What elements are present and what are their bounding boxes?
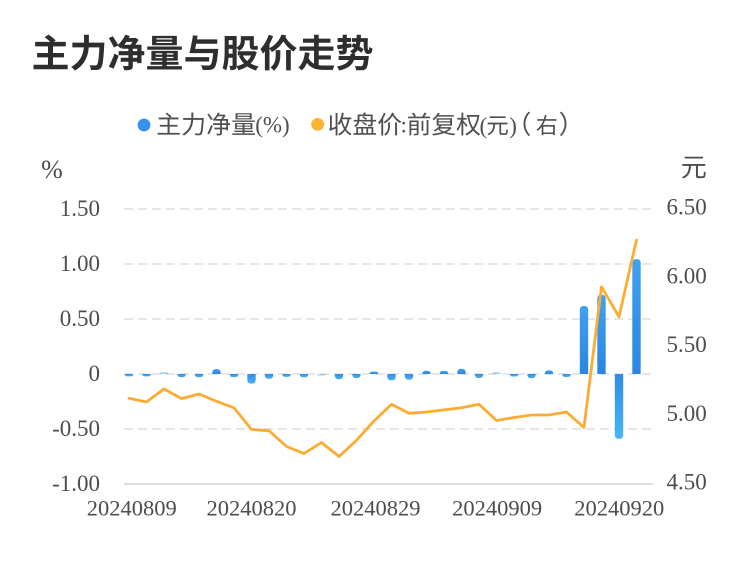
svg-text:1.50: 1.50 <box>60 196 100 221</box>
svg-text:0: 0 <box>89 361 101 386</box>
svg-text:(: ( <box>480 114 488 139</box>
svg-text:6.50: 6.50 <box>667 195 707 220</box>
svg-text:%: % <box>41 155 63 184</box>
svg-text:): ) <box>509 114 517 139</box>
svg-text:-0.50: -0.50 <box>52 416 100 441</box>
svg-text:20240909: 20240909 <box>452 496 542 521</box>
svg-text:20240809: 20240809 <box>87 496 177 521</box>
svg-text:20240920: 20240920 <box>574 496 664 521</box>
svg-text:5.00: 5.00 <box>667 401 707 426</box>
svg-text::: : <box>401 113 407 138</box>
svg-text:20240820: 20240820 <box>207 496 297 521</box>
svg-text:4.50: 4.50 <box>667 470 707 495</box>
svg-text:0.50: 0.50 <box>60 306 100 331</box>
svg-text:-1.00: -1.00 <box>52 471 100 496</box>
svg-text:20240829: 20240829 <box>331 496 421 521</box>
svg-text:(%): (%) <box>255 113 289 138</box>
svg-text:5.50: 5.50 <box>667 332 707 357</box>
svg-text:1.00: 1.00 <box>60 251 100 276</box>
svg-text:6.00: 6.00 <box>667 263 707 288</box>
